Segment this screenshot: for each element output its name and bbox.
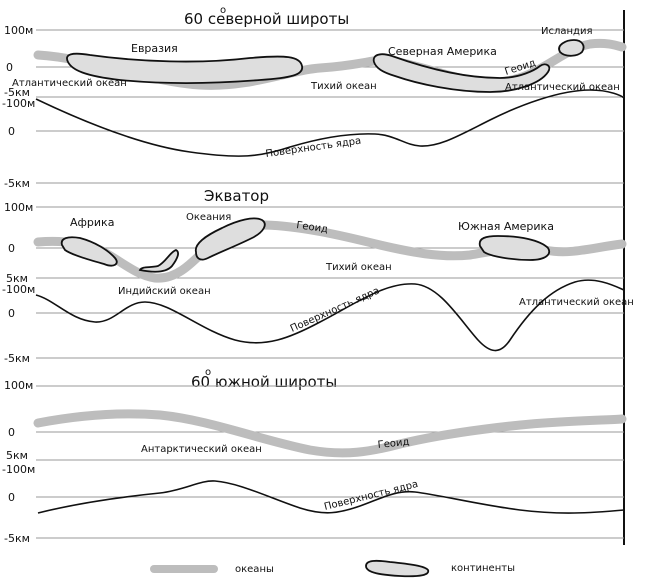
south-label-core: Поверхность ядра [323, 479, 419, 513]
north-axis-100m: 100м [4, 24, 33, 37]
north-axis-0: 0 [6, 61, 13, 74]
equator-label-geoid: Геоид [296, 220, 329, 235]
equator-core-surface [35, 279, 625, 352]
north-label-pacific: Тихий океан [310, 81, 377, 92]
north-axis-core-0: 0 [8, 125, 15, 138]
south-axis-100m: 100м [4, 379, 33, 392]
equator-axis-100m: 100м [4, 201, 33, 214]
equator-label-south-america: Южная Америка [458, 220, 554, 233]
north-core-surface [35, 89, 625, 157]
equator-axis-5km: 5км [6, 272, 28, 285]
north-label-eurasia: Евразия [131, 42, 178, 55]
south-axis-0: 0 [8, 426, 15, 439]
equator-continent-oceania [194, 217, 266, 261]
south-axis-core-top: -100м [2, 463, 35, 476]
north-label-iceland: Исландия [541, 26, 592, 37]
south-axis-core-0: 0 [8, 491, 15, 504]
equator-label-oceania: Океания [186, 212, 231, 223]
equator-title: Экватор [204, 187, 269, 205]
north-label-atlantic-right: Атлантический океан [505, 82, 620, 93]
panel-equator: Экватор 100м 0 5км -100м 0 -5км Африка О… [2, 187, 634, 365]
south-label-geoid: Геоид [377, 437, 410, 451]
north-label-core: Поверхность ядра [265, 136, 362, 160]
panel-north: 60 северной широты o 100м 0 -5км -100м 0… [2, 5, 627, 190]
equator-continent-south-america [478, 235, 551, 261]
north-continent-iceland [558, 39, 585, 57]
north-label-north-america: Северная Америка [388, 45, 497, 58]
north-title: 60 северной широты [184, 10, 349, 28]
equator-label-core: Поверхность ядра [289, 285, 382, 334]
legend-continents-label: континенты [451, 563, 515, 574]
equator-label-pacific: Тихий океан [325, 262, 392, 273]
north-axis-core-top: -100м [2, 97, 35, 110]
equator-label-indian: Индийский океан [118, 286, 211, 297]
equator-label-atlantic: Атлантический океан [519, 297, 634, 308]
south-title-degree: o [205, 367, 211, 378]
south-title: 60 южной широты [191, 373, 337, 391]
legend-continent-swatch [365, 559, 430, 578]
north-label-atlantic-left: Атлантический океан [12, 78, 127, 89]
south-geoid-ocean [33, 409, 627, 458]
north-title-degree: o [220, 5, 226, 16]
north-axis-core-bottom: -5км [4, 177, 30, 190]
north-continent-north-america [372, 53, 551, 93]
equator-axis-core-0: 0 [8, 307, 15, 320]
south-axis-5km: 5км [6, 449, 28, 462]
legend-oceans-label: океаны [235, 564, 274, 575]
south-axis-core-bottom: -5км [4, 532, 30, 545]
equator-label-africa: Африка [70, 216, 114, 229]
panel-south: 60 южной широты o 100м 0 5км -100м 0 -5к… [2, 367, 627, 545]
equator-axis-core-top: -100м [2, 283, 35, 296]
equator-axis-core-bottom: -5км [4, 352, 30, 365]
equator-axis-0: 0 [8, 242, 15, 255]
north-continent-eurasia [66, 52, 303, 84]
north-axis-5km: -5км [4, 86, 30, 99]
equator-continent-indian-island [138, 249, 179, 273]
south-label-antarctic: Антарктический океан [141, 444, 262, 455]
equator-continent-africa [60, 236, 118, 267]
legend: океаны континенты [150, 559, 515, 578]
south-core-surface [37, 480, 625, 514]
